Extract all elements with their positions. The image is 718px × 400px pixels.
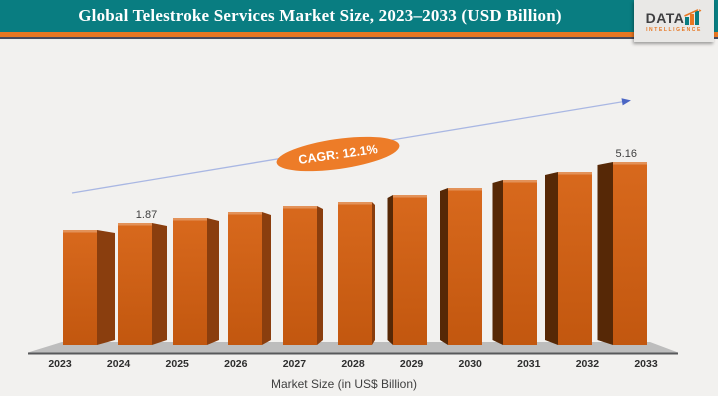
year-label-2027: 2027 [283, 358, 307, 370]
bar-2026 [228, 212, 271, 345]
bar-2024 [118, 223, 167, 345]
header-teal-band [0, 0, 718, 32]
bar-2028 [338, 202, 375, 345]
header-underline [0, 37, 718, 39]
bar-2027 [283, 206, 323, 345]
year-label-2024: 2024 [107, 358, 131, 370]
chart-header: Global Telestroke Services Market Size, … [0, 0, 718, 42]
header-orange-stripe [0, 32, 718, 37]
bar-2023 [63, 230, 115, 345]
year-label-2032: 2032 [576, 358, 600, 370]
year-label-2031: 2031 [517, 358, 541, 370]
bar-2029 [387, 195, 427, 345]
logo-bars-icon [684, 9, 702, 25]
bar-2031 [492, 180, 537, 345]
year-label-2028: 2028 [341, 358, 365, 370]
brand-logo: DATA INTELLIGENCE [634, 0, 714, 42]
cagr-badge: CAGR: 12.1% [276, 136, 400, 172]
bar-2025 [173, 218, 219, 345]
year-label-2025: 2025 [166, 358, 190, 370]
trend-arrowhead [621, 98, 631, 106]
year-label-2026: 2026 [224, 358, 248, 370]
bottom-margin [0, 396, 718, 400]
year-label-2023: 2023 [48, 358, 72, 370]
logo-brand-text: DATA [645, 10, 685, 26]
year-label-2030: 2030 [459, 358, 483, 370]
year-label-2033: 2033 [634, 358, 658, 370]
data-label-2024: 1.87 [136, 209, 157, 221]
year-label-2029: 2029 [400, 358, 424, 370]
bar-2030 [440, 188, 482, 345]
bar-2032 [545, 172, 592, 345]
logo-subtitle-text: INTELLIGENCE [646, 27, 702, 33]
bar-2033 [597, 162, 647, 345]
x-axis-title: Market Size (in US$ Billion) [271, 377, 417, 391]
data-label-2033: 5.16 [616, 148, 637, 160]
page-title: Global Telestroke Services Market Size, … [78, 6, 562, 25]
